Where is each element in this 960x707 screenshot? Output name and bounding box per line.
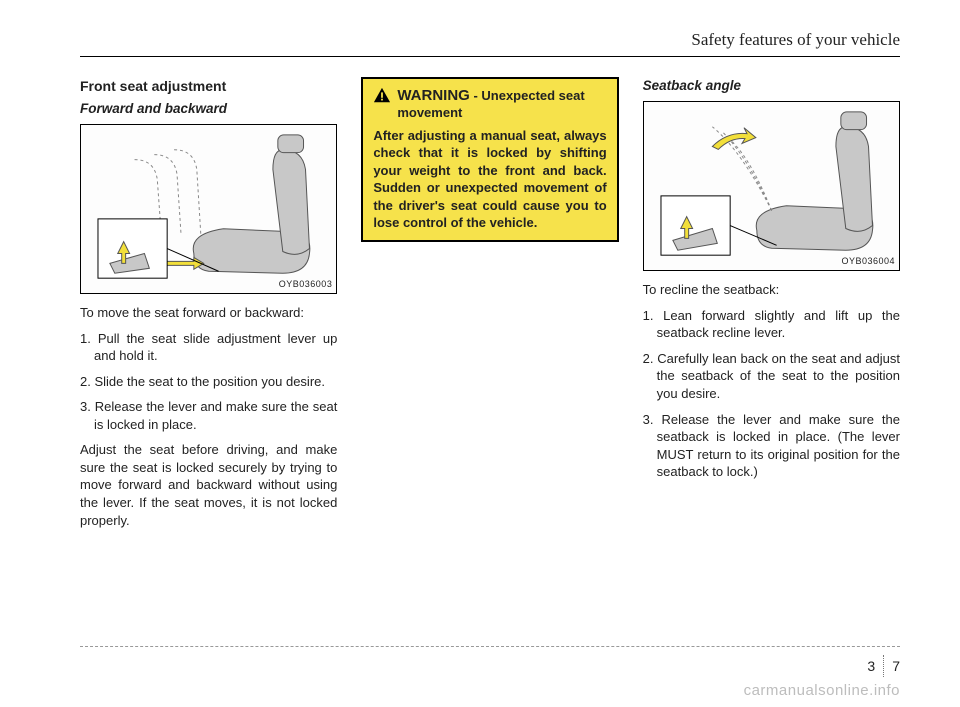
intro-text: To move the seat forward or backward:: [80, 304, 337, 322]
warning-title: WARNING - Unexpected seat movement: [373, 87, 606, 121]
note-text: Adjust the seat before driving, and make…: [80, 441, 337, 529]
section-heading: Front seat adjustment: [80, 77, 337, 96]
figure-seatback-angle: OYB036004: [643, 101, 900, 271]
content-columns: Front seat adjustment Forward and backwa…: [80, 77, 900, 537]
warning-label: WARNING - Unexpected seat movement: [397, 87, 606, 121]
warning-body: After adjusting a manual seat, always ch…: [373, 127, 606, 232]
step-3: 3. Release the lever and make sure the s…: [80, 398, 337, 433]
column-3: Seatback angle: [643, 77, 900, 537]
step-2: 2. Slide the seat to the position you de…: [80, 373, 337, 391]
column-2: WARNING - Unexpected seat movement After…: [361, 77, 618, 537]
chapter-title: Safety features of your vehicle: [691, 30, 900, 49]
watermark: carmanualsonline.info: [744, 682, 900, 699]
warning-triangle-icon: [373, 87, 391, 103]
step-3: 3. Release the lever and make sure the s…: [643, 411, 900, 481]
section-subheading: Seatback angle: [643, 77, 900, 95]
step-1: 1. Lean forward slightly and lift up the…: [643, 307, 900, 342]
page-number-separator: [883, 655, 884, 677]
page-number: 3 7: [867, 655, 900, 677]
section-subheading: Forward and backward: [80, 100, 337, 118]
intro-text: To recline the seatback:: [643, 281, 900, 299]
page-number-value: 7: [892, 658, 900, 674]
step-2: 2. Carefully lean back on the seat and a…: [643, 350, 900, 403]
seat-recline-illustration: [644, 102, 899, 270]
chapter-header: Safety features of your vehicle: [80, 30, 900, 57]
seat-slide-illustration: [81, 125, 336, 293]
page: Safety features of your vehicle Front se…: [0, 0, 960, 707]
figure-forward-backward: OYB036003: [80, 124, 337, 294]
chapter-number: 3: [867, 658, 875, 674]
step-1: 1. Pull the seat slide adjustment lever …: [80, 330, 337, 365]
footer-divider: [80, 646, 900, 647]
figure-code: OYB036004: [841, 255, 895, 267]
warning-label-main: WARNING: [397, 87, 470, 104]
warning-box: WARNING - Unexpected seat movement After…: [361, 77, 618, 242]
figure-code: OYB036003: [279, 278, 333, 290]
column-1: Front seat adjustment Forward and backwa…: [80, 77, 337, 537]
